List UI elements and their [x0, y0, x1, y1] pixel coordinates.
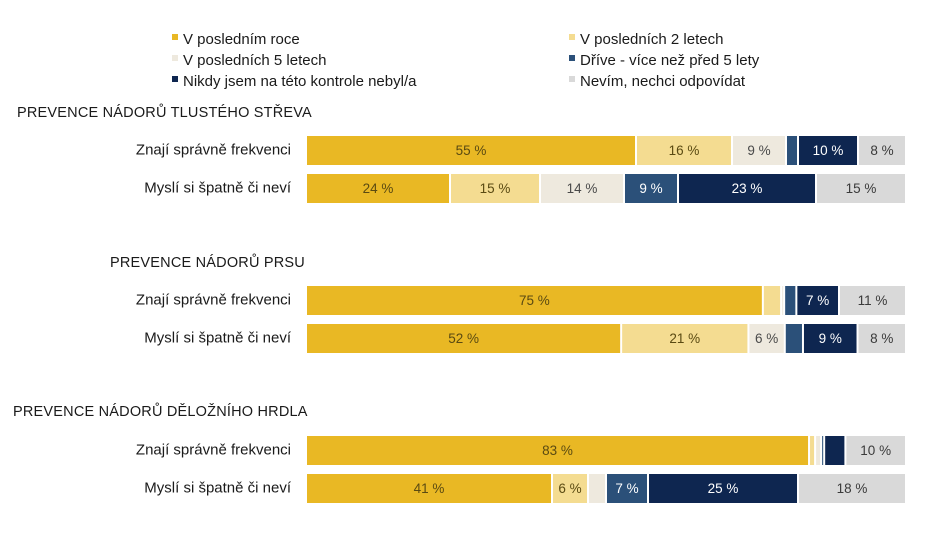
bar-segment	[839, 286, 905, 315]
bar-value-label: 7 %	[615, 481, 638, 496]
bar-value-label: 15 %	[846, 181, 877, 196]
bar-segment	[622, 324, 748, 353]
bar-segment	[307, 136, 635, 165]
bar-value-label: 10 %	[813, 143, 844, 158]
bar-segment	[803, 324, 857, 353]
bar-segment	[799, 474, 905, 503]
legend-label: Dříve - více než před 5 lety	[580, 52, 760, 69]
bar-segment	[749, 324, 784, 353]
section-title: PREVENCE NÁDORŮ DĚLOŽNÍHO HRDLA	[13, 402, 308, 420]
bar-value-label: 18 %	[837, 481, 868, 496]
bar-value-label: 55 %	[456, 143, 487, 158]
bar-segment	[625, 174, 677, 203]
bar-segment	[733, 136, 785, 165]
bar-segment	[307, 174, 449, 203]
bar-value-label: 11 %	[858, 293, 888, 308]
legend-swatch	[172, 34, 178, 40]
bar-value-label: 52 %	[448, 331, 479, 346]
section-title: PREVENCE NÁDORŮ TLUSTÉHO STŘEVA	[17, 103, 312, 121]
bar-segment	[822, 436, 824, 465]
bar-value-label: 21 %	[669, 331, 700, 346]
row-label: Myslí si špatně či neví	[144, 179, 292, 196]
legend-label: V posledním roce	[183, 31, 300, 48]
bar-value-label: 15 %	[480, 181, 511, 196]
row-label: Myslí si špatně či neví	[144, 329, 292, 346]
bar-segment	[541, 174, 623, 203]
bar-value-label: 9 %	[639, 181, 662, 196]
bar-segment	[859, 136, 905, 165]
row-label: Znají správně frekvenci	[136, 291, 291, 308]
bar-segment	[825, 436, 845, 465]
legend-label: Nevím, nechci odpovídat	[580, 73, 746, 90]
bar-value-label: 24 %	[363, 181, 394, 196]
bar-segment	[451, 174, 539, 203]
bar-value-label: 14 %	[567, 181, 598, 196]
bar-value-label: 41 %	[414, 481, 445, 496]
bar-value-label: 23 %	[732, 181, 763, 196]
bar-segment	[858, 324, 905, 353]
bar-segment	[637, 136, 731, 165]
bar-segment	[553, 474, 587, 503]
legend-swatch	[569, 55, 575, 61]
bar-value-label: 75 %	[519, 293, 550, 308]
bar-value-label: 8 %	[870, 331, 893, 346]
bar-segment	[799, 136, 857, 165]
bar-segment	[307, 324, 621, 353]
legend-swatch	[569, 34, 575, 40]
bar-segment	[846, 436, 905, 465]
bar-segment	[649, 474, 797, 503]
bar-segment	[816, 436, 821, 465]
bar-segment	[787, 136, 797, 165]
bar-value-label: 7 %	[806, 293, 829, 308]
bar-segment	[607, 474, 647, 503]
bar-segment	[797, 286, 838, 315]
bar-segment	[817, 174, 905, 203]
legend-label: V posledních 2 letech	[580, 31, 723, 48]
bar-value-label: 25 %	[708, 481, 739, 496]
bar-segment	[589, 474, 605, 503]
bar-segment	[810, 436, 815, 465]
bar-segment	[307, 286, 762, 315]
section-title: PREVENCE NÁDORŮ PRSU	[110, 253, 305, 271]
legend-swatch	[172, 76, 178, 82]
row-label: Myslí si špatně či neví	[144, 479, 292, 496]
bar-value-label: 8 %	[870, 143, 893, 158]
bar-value-label: 16 %	[669, 143, 700, 158]
legend-swatch	[172, 55, 178, 61]
bar-value-label: 6 %	[755, 331, 778, 346]
bar-segment	[307, 474, 551, 503]
bar-value-label: 83 %	[542, 443, 573, 458]
bar-segment	[763, 286, 781, 315]
bar-segment	[679, 174, 815, 203]
row-label: Znají správně frekvenci	[136, 441, 291, 458]
bar-value-label: 9 %	[819, 331, 842, 346]
row-label: Znají správně frekvenci	[136, 141, 291, 158]
bar-segment	[785, 324, 802, 353]
legend-label: Nikdy jsem na této kontrole nebyl/a	[183, 73, 417, 90]
bar-segment	[307, 436, 809, 465]
bar-value-label: 9 %	[747, 143, 770, 158]
bar-value-label: 6 %	[558, 481, 581, 496]
bar-segment	[782, 286, 784, 315]
legend-label: V posledních 5 letech	[183, 52, 326, 69]
bar-segment	[785, 286, 796, 315]
legend-swatch	[569, 76, 575, 82]
bar-value-label: 10 %	[860, 443, 891, 458]
